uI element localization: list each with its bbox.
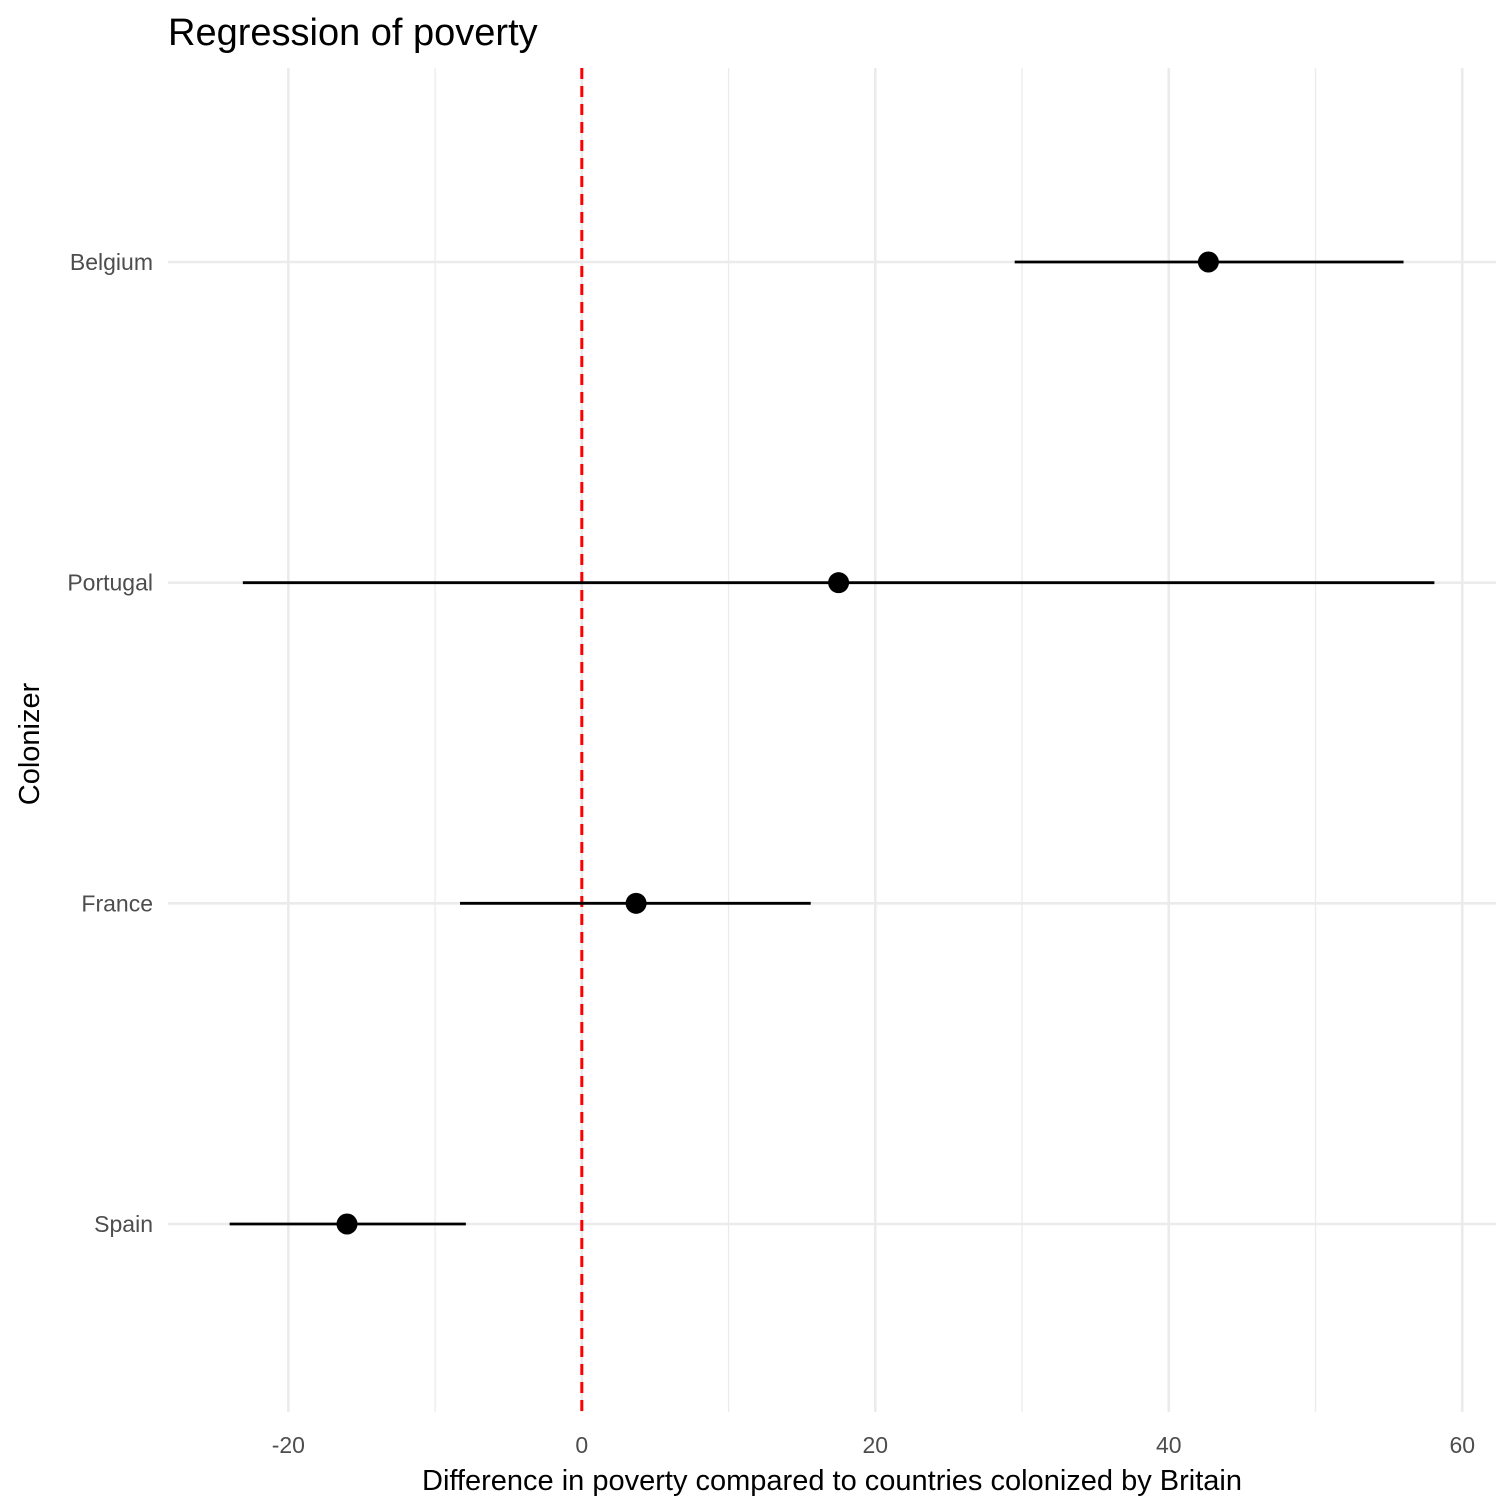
- point-france: [625, 892, 647, 914]
- y-tick-label: Portugal: [67, 570, 153, 596]
- x-axis-title: Difference in poverty compared to countr…: [422, 1465, 1242, 1497]
- x-tick-label: 40: [1156, 1432, 1182, 1458]
- intervals: [229, 260, 1435, 1226]
- point-spain: [336, 1213, 358, 1235]
- x-tick-label: 0: [575, 1432, 588, 1458]
- y-tick-label: Belgium: [70, 249, 153, 275]
- x-tick-label: -20: [272, 1432, 305, 1458]
- points: [336, 251, 1219, 1235]
- y-tick-label: Spain: [94, 1211, 153, 1237]
- x-axis-ticks: -20 0 20 40 60: [272, 1432, 1475, 1458]
- y-axis-ticks: Spain France Portugal Belgium: [67, 249, 153, 1237]
- y-axis-title: Colonizer: [14, 682, 46, 805]
- x-tick-label: 20: [862, 1432, 888, 1458]
- point-portugal: [828, 572, 850, 594]
- chart-title: Regression of poverty: [168, 12, 538, 54]
- x-tick-label: 60: [1449, 1432, 1475, 1458]
- point-belgium: [1197, 251, 1219, 273]
- grid: [168, 68, 1496, 1412]
- y-tick-label: France: [81, 890, 153, 916]
